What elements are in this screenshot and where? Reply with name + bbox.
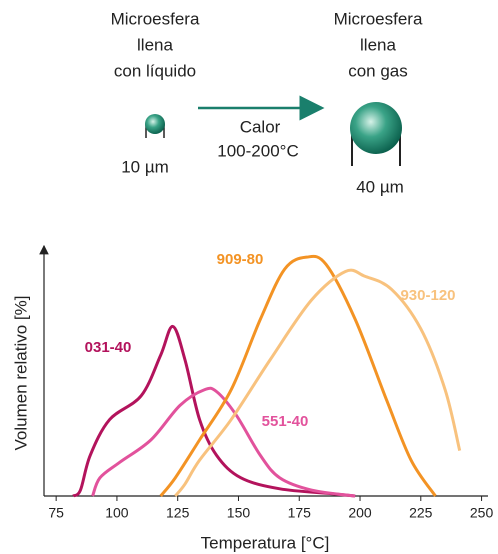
chart: Temperatura [°C] Volumen relativo [%] 75…	[11, 244, 494, 552]
large-sphere	[350, 102, 402, 154]
x-tick-label: 125	[166, 505, 190, 521]
x-tick-label: 225	[409, 505, 433, 521]
series-label: 909-80	[217, 251, 264, 268]
right-label: llena	[360, 35, 396, 54]
series-label: 930-120	[400, 287, 455, 304]
series-label: 031-40	[85, 339, 132, 356]
x-tick-label: 150	[227, 505, 251, 521]
arrow-label: 100-200°C	[217, 141, 298, 160]
series-label: 551-40	[262, 413, 309, 430]
series-line	[91, 386, 356, 498]
right-label: con gas	[348, 61, 408, 80]
y-axis-label: Volumen relativo [%]	[11, 296, 30, 451]
size-label: 10 µm	[121, 157, 169, 176]
left-label: llena	[137, 35, 173, 54]
series-line	[72, 324, 356, 498]
arrow-label: Calor	[240, 117, 281, 136]
x-tick-label: 200	[348, 505, 372, 521]
right-label: Microesfera	[334, 9, 423, 28]
x-axis-label: Temperatura [°C]	[201, 533, 330, 552]
small-sphere	[145, 114, 165, 134]
x-tick-label: 100	[105, 505, 129, 521]
x-tick-label: 250	[470, 505, 494, 521]
series-line	[159, 254, 437, 497]
x-tick-label: 75	[48, 505, 64, 521]
series-line	[174, 268, 462, 497]
size-label: 40 µm	[356, 177, 404, 196]
x-tick-label: 175	[288, 505, 312, 521]
left-label: con líquido	[114, 61, 196, 80]
left-label: Microesfera	[111, 9, 200, 28]
diagram: Microesfera llena con líquido Microesfer…	[111, 9, 423, 196]
